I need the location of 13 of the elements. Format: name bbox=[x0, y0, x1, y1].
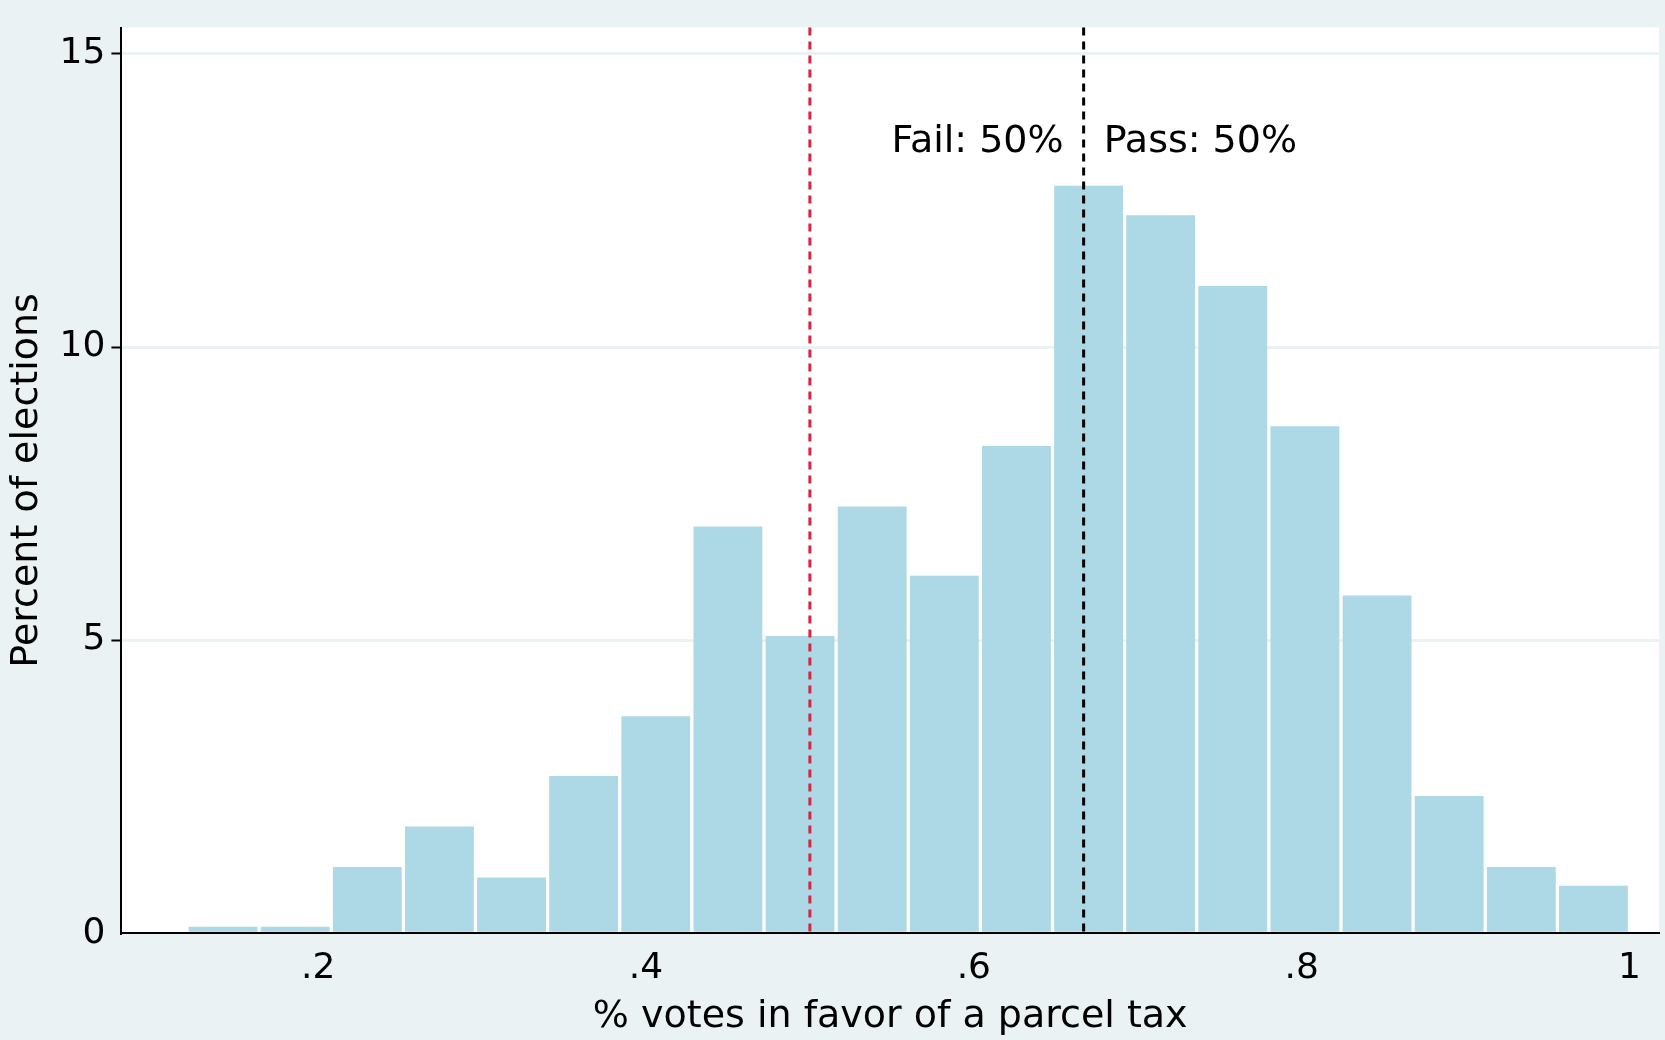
annotation: Pass: 50% bbox=[1103, 116, 1298, 161]
y-tick-label: 5 bbox=[82, 616, 106, 658]
y-tick-label: 15 bbox=[59, 30, 106, 72]
x-tick-label: .8 bbox=[1284, 945, 1319, 987]
y-axis-title: Percent of elections bbox=[1, 293, 46, 668]
x-tick-label: 1 bbox=[1618, 945, 1641, 987]
annotation: Fail: 50% bbox=[891, 116, 1064, 161]
y-tick-label: 10 bbox=[59, 323, 106, 365]
x-axis-title: % votes in favor of a parcel tax bbox=[592, 992, 1188, 1037]
x-tick-label: .2 bbox=[300, 945, 336, 987]
x-tick-label: .4 bbox=[628, 945, 664, 987]
x-tick-label: .6 bbox=[956, 945, 991, 987]
y-tick-label: 0 bbox=[82, 909, 106, 951]
